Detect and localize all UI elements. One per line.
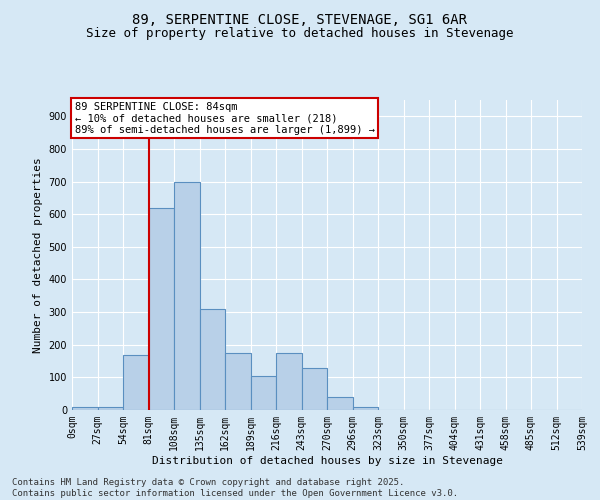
Bar	[276, 353, 302, 410]
Bar	[149, 208, 174, 410]
Bar	[302, 368, 327, 410]
Text: 89 SERPENTINE CLOSE: 84sqm
← 10% of detached houses are smaller (218)
89% of sem: 89 SERPENTINE CLOSE: 84sqm ← 10% of deta…	[74, 102, 374, 134]
Bar	[123, 354, 149, 410]
Bar	[327, 397, 353, 410]
Bar	[174, 182, 199, 410]
Y-axis label: Number of detached properties: Number of detached properties	[33, 157, 43, 353]
Text: 89, SERPENTINE CLOSE, STEVENAGE, SG1 6AR: 89, SERPENTINE CLOSE, STEVENAGE, SG1 6AR	[133, 12, 467, 26]
Text: Size of property relative to detached houses in Stevenage: Size of property relative to detached ho…	[86, 28, 514, 40]
Bar	[353, 406, 378, 410]
Bar	[97, 406, 123, 410]
Bar	[199, 309, 225, 410]
Bar	[251, 376, 276, 410]
Bar	[72, 406, 97, 410]
X-axis label: Distribution of detached houses by size in Stevenage: Distribution of detached houses by size …	[151, 456, 503, 466]
Bar	[225, 353, 251, 410]
Text: Contains HM Land Registry data © Crown copyright and database right 2025.
Contai: Contains HM Land Registry data © Crown c…	[12, 478, 458, 498]
